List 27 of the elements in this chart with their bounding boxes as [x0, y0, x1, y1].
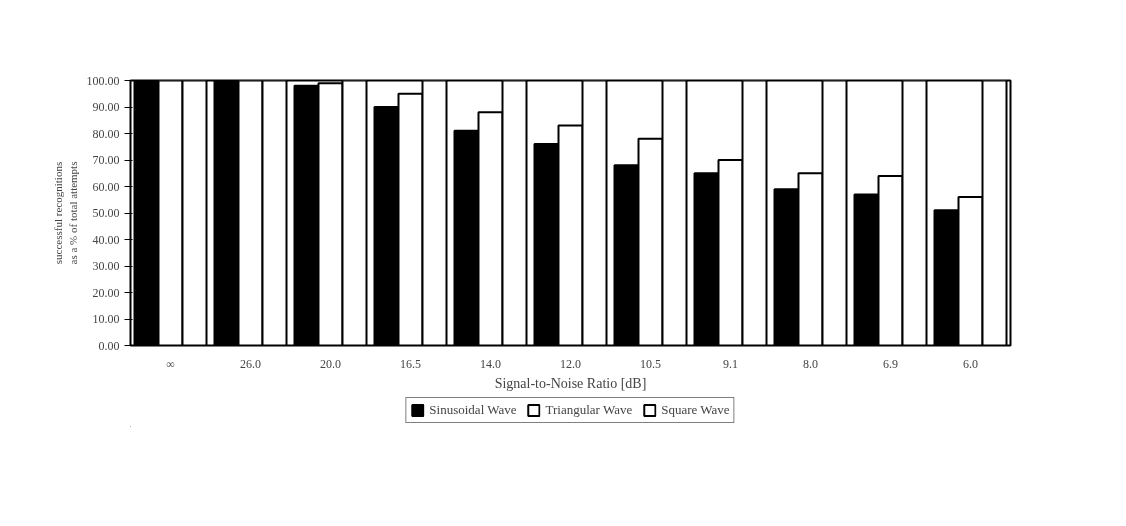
- y-tick-label: 90.00: [92, 100, 120, 114]
- legend-label: Sinusoidal Wave: [429, 402, 517, 418]
- x-tick-label: 20.0: [320, 356, 341, 371]
- x-tick-label: 12.0: [560, 356, 581, 371]
- x-axis-title: Signal-to-Noise Ratio [dB]: [494, 375, 647, 391]
- y-tick-label: 60.00: [92, 179, 120, 194]
- x-tick-label: 16.5: [400, 356, 421, 371]
- legend-label: Triangular Wave: [545, 402, 633, 418]
- y-tick-label: 30.00: [92, 259, 120, 273]
- x-tick-label: 9.1: [723, 356, 738, 371]
- legend-label: Square Wave: [661, 402, 730, 418]
- y-tick-label: 40.00: [92, 232, 120, 247]
- x-tick-label: 6.0: [963, 356, 978, 371]
- x-tick-label: 6.9: [883, 356, 898, 371]
- y-tick-label: 100.00: [86, 73, 120, 88]
- x-tick-label: 14.0: [480, 356, 501, 371]
- x-tick-label: 8.0: [803, 356, 818, 371]
- y-tick-label: 80.00: [92, 126, 120, 141]
- y-tick-label: 50.00: [92, 206, 120, 220]
- y-tick-label: 70.00: [92, 153, 120, 167]
- y-tick-label: 20.00: [92, 285, 120, 300]
- y-tick-label: 10.00: [92, 312, 120, 326]
- y-axis-title: successful recognitions as a % of total attempts: [52, 161, 79, 265]
- x-tick-label: 10.5: [640, 356, 661, 371]
- x-tick-label: 26.0: [240, 356, 261, 371]
- x-tick-label: ∞: [166, 356, 175, 371]
- y-tick-label: 0.00: [98, 338, 120, 353]
